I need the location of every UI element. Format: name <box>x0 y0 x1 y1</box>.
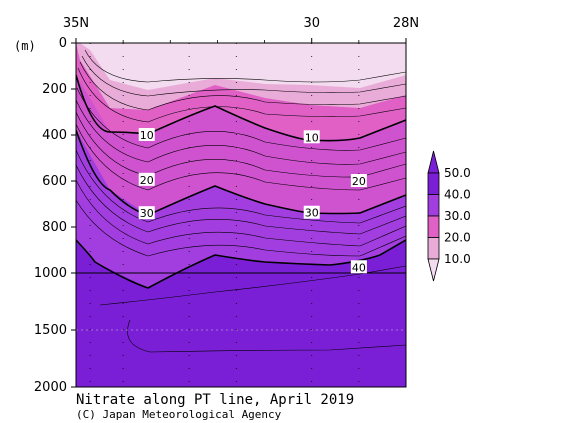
x-axis: 35N 30 28N <box>63 16 419 43</box>
contour-label: 40 <box>352 261 366 274</box>
legend-label: 30.0 <box>444 209 471 223</box>
contour-label: 20 <box>140 174 154 187</box>
chart-credit: (C) Japan Meteorological Agency <box>76 408 282 421</box>
legend-label: 10.0 <box>444 252 471 266</box>
contour-line <box>76 99 406 165</box>
band-0-5 <box>80 43 406 90</box>
contour-label-bg <box>138 206 155 220</box>
contour-label-bg <box>350 174 367 187</box>
y-tick-label: 2000 <box>34 380 67 395</box>
contour-line <box>76 179 406 247</box>
contour-30 <box>76 239 406 289</box>
legend-top-triangle <box>427 150 440 174</box>
contour-line <box>76 111 406 178</box>
y-tick-label: 600 <box>42 174 67 189</box>
y-tick-label: 0 <box>59 36 67 51</box>
contour-label-bg <box>350 260 367 274</box>
y-tick-label: 1500 <box>34 323 67 338</box>
legend-label: 50.0 <box>444 166 471 180</box>
x-tick-label: 28N <box>393 16 419 31</box>
contour-line <box>76 164 406 235</box>
contour-label-bg <box>138 172 155 186</box>
legend-label: 40.0 <box>444 188 471 202</box>
y-tick-label: 400 <box>42 128 67 143</box>
x-tick-label: 35N <box>63 16 89 31</box>
legend-swatch <box>427 215 440 238</box>
legend-swatch <box>427 237 440 260</box>
y-axis: 0 200 400 600 800 1000 1500 2000 <box>34 36 76 395</box>
contour-line <box>76 123 406 191</box>
legend-swatch <box>427 172 440 195</box>
contour-label: 10 <box>305 131 319 144</box>
contour-line <box>99 265 406 306</box>
contour-label: 10 <box>140 129 154 142</box>
contour-label: 20 <box>352 175 366 188</box>
contour-line <box>79 61 406 111</box>
plot-area <box>76 43 406 387</box>
contour-line <box>76 199 406 257</box>
contour-label-bg <box>138 128 155 141</box>
contour-label: 30 <box>305 207 319 220</box>
contour-label-bg <box>303 130 320 144</box>
y-tick-label: 200 <box>42 82 67 97</box>
y-axis-unit: (m) <box>14 39 36 53</box>
contour-label-group: 10 10 20 20 30 30 40 <box>138 128 367 274</box>
plot-frame <box>75 42 407 388</box>
contour-line <box>127 319 406 353</box>
contour-line <box>81 55 406 97</box>
x-tick-label: 30 <box>303 16 320 31</box>
color-legend: 50.0 40.0 30.0 20.0 10.0 <box>427 150 471 282</box>
legend-label: 20.0 <box>444 231 471 245</box>
legend-swatch <box>427 194 440 217</box>
contour-lines <box>76 49 406 353</box>
chart-title: Nitrate along PT line, April 2019 <box>76 392 354 408</box>
contour-label-bg <box>303 205 320 219</box>
y-tick-label: 800 <box>42 220 67 235</box>
legend-bottom-triangle <box>427 258 440 282</box>
contour-line <box>76 149 406 224</box>
contour-label: 30 <box>140 207 154 220</box>
contour-line <box>76 87 406 151</box>
y-tick-label: 1000 <box>34 266 67 281</box>
contour-line <box>84 49 406 83</box>
